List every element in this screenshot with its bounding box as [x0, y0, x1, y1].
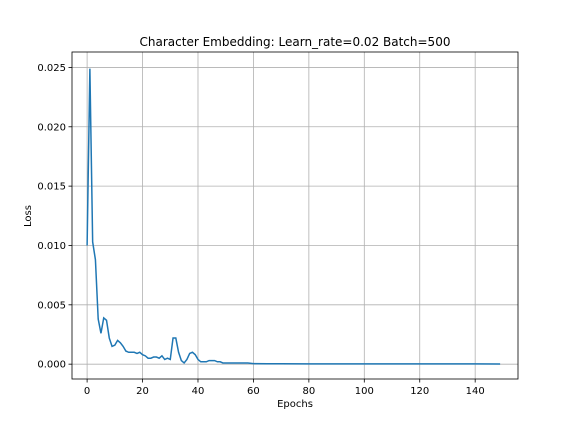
x-tick-label: 60 — [247, 386, 260, 397]
x-axis-label: Epochs — [277, 399, 313, 410]
x-tick-label: 80 — [302, 386, 315, 397]
y-tick-label: 0.000 — [37, 360, 66, 371]
x-tick-label: 0 — [84, 386, 90, 397]
x-tick-label: 40 — [192, 386, 205, 397]
y-axis-label: Loss — [23, 205, 34, 227]
y-tick-label: 0.010 — [37, 241, 66, 252]
chart-title: Character Embedding: Learn_rate=0.02 Bat… — [140, 35, 451, 49]
tick-labels: 0 20 40 60 80 100 120 140 0.000 0.005 0.010 0.015 0.… — [37, 63, 484, 397]
series-line — [86, 68, 501, 365]
plot-area — [72, 52, 518, 379]
x-tick-label: 140 — [466, 386, 485, 397]
y-tick-label: 0.020 — [37, 122, 66, 133]
x-tick-label: 100 — [355, 386, 374, 397]
plot-frame — [71, 51, 519, 380]
y-tick-label: 0.025 — [37, 63, 66, 74]
x-tick-label: 120 — [410, 386, 429, 397]
x-tick-label: 20 — [136, 386, 149, 397]
y-tick-label: 0.005 — [37, 300, 66, 311]
y-tick-label: 0.015 — [37, 182, 66, 193]
grid — [72, 52, 518, 379]
ticks — [68, 67, 476, 383]
